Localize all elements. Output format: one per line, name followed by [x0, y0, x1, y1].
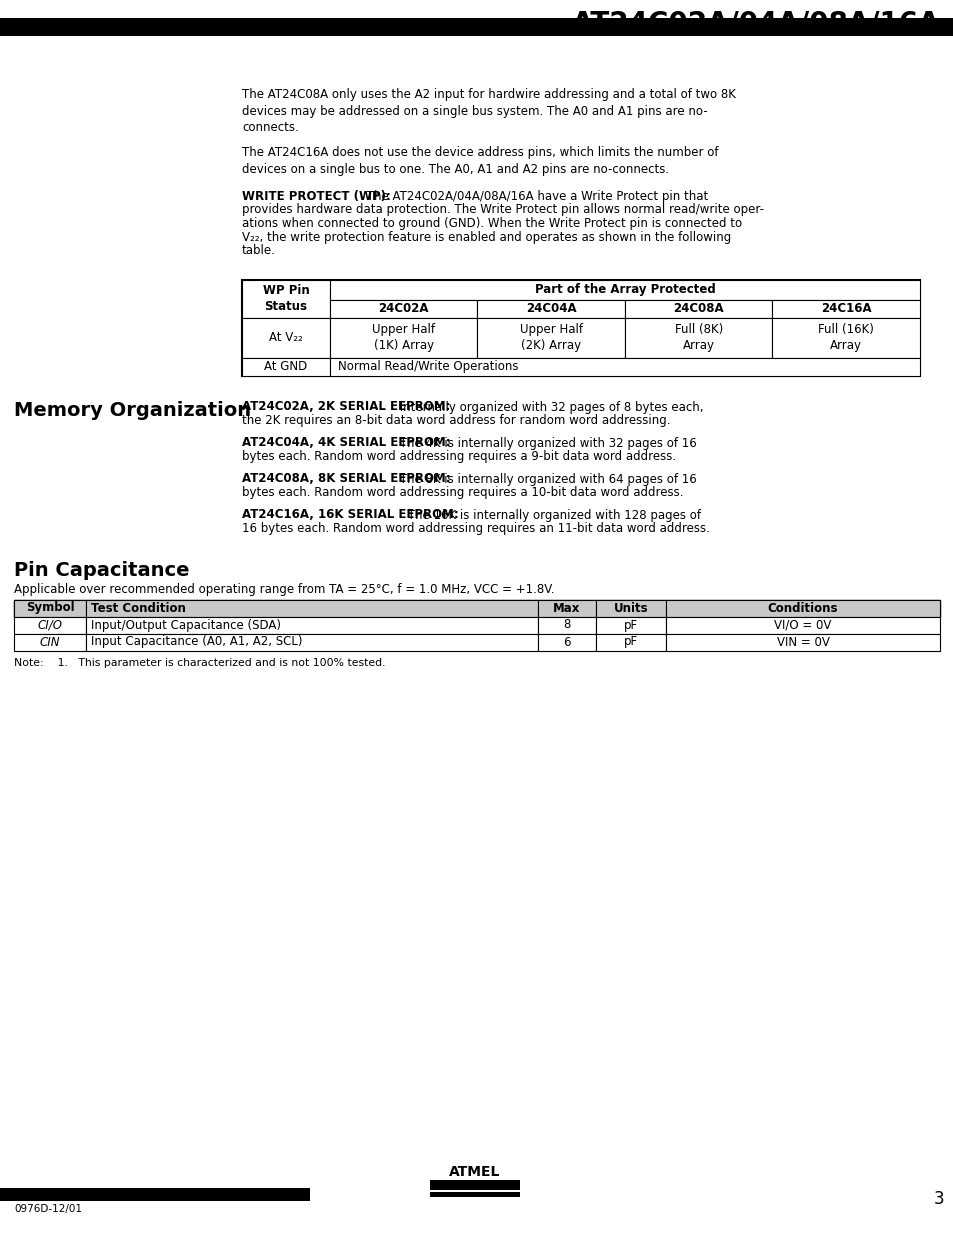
Text: Symbol: Symbol	[26, 601, 74, 615]
Bar	[665, 599, 939, 616]
Text: The 4K is internally organized with 32 pages of 16: The 4K is internally organized with 32 p…	[395, 436, 696, 450]
Text: Input Capacitance (A0, A1, A2, SCL): Input Capacitance (A0, A1, A2, SCL)	[91, 636, 302, 648]
Text: AT24C16A, 16K SERIAL EEPROM:: AT24C16A, 16K SERIAL EEPROM:	[242, 509, 458, 521]
Text: Conditions: Conditions	[767, 601, 838, 615]
Bar	[242, 357, 330, 375]
Text: 24C02A: 24C02A	[378, 303, 429, 315]
Bar	[477, 300, 624, 317]
Bar	[665, 616, 939, 634]
Bar	[14, 616, 86, 634]
Bar	[330, 300, 477, 317]
Text: AT24C02A/04A/08A/16A: AT24C02A/04A/08A/16A	[571, 10, 939, 38]
Text: The 16K is internally organized with 128 pages of: The 16K is internally organized with 128…	[403, 509, 700, 521]
Bar	[0, 1188, 310, 1200]
Text: The AT24C08A only uses the A2 input for hardwire addressing and a total of two 8: The AT24C08A only uses the A2 input for …	[242, 88, 735, 135]
Bar	[596, 616, 665, 634]
Text: At V₂₂: At V₂₂	[269, 331, 302, 345]
Text: Test Condition: Test Condition	[91, 601, 186, 615]
Bar	[330, 357, 919, 375]
Text: 8: 8	[562, 619, 570, 631]
Text: pF: pF	[623, 636, 638, 648]
Bar	[624, 317, 772, 357]
Text: Memory Organization: Memory Organization	[14, 400, 251, 420]
Text: The AT24C02A/04A/08A/16A have a Write Protect pin that: The AT24C02A/04A/08A/16A have a Write Pr…	[363, 190, 707, 203]
Bar	[430, 1179, 519, 1191]
Bar	[330, 317, 477, 357]
Bar	[86, 634, 537, 651]
Text: 24C08A: 24C08A	[673, 303, 723, 315]
Bar	[537, 634, 596, 651]
Text: V₂₂, the write protection feature is enabled and operates as shown in the follow: V₂₂, the write protection feature is ena…	[242, 231, 731, 243]
Bar	[624, 300, 772, 317]
Text: CI/O: CI/O	[37, 619, 63, 631]
Text: WRITE PROTECT (WP):: WRITE PROTECT (WP):	[242, 190, 391, 203]
Text: 0976D-12/01: 0976D-12/01	[14, 1204, 82, 1214]
Bar	[14, 599, 939, 616]
Bar	[86, 599, 537, 616]
Text: The 8K is internally organized with 64 pages of 16: The 8K is internally organized with 64 p…	[395, 473, 696, 485]
Bar	[537, 616, 596, 634]
Text: Full (8K)
Array: Full (8K) Array	[674, 322, 722, 352]
Text: Applicable over recommended operating range from TA = 25°C, f = 1.0 MHz, VCC = +: Applicable over recommended operating ra…	[14, 583, 554, 595]
Text: 3: 3	[933, 1191, 943, 1208]
Text: WP Pin
Status: WP Pin Status	[262, 284, 309, 312]
Text: AT24C04A, 4K SERIAL EEPROM:: AT24C04A, 4K SERIAL EEPROM:	[242, 436, 450, 450]
Bar	[330, 279, 919, 300]
Bar	[242, 279, 919, 375]
Bar	[242, 279, 330, 317]
Text: bytes each. Random word addressing requires a 9-bit data word address.: bytes each. Random word addressing requi…	[242, 450, 676, 463]
Text: Part of the Array Protected: Part of the Array Protected	[534, 283, 715, 296]
Text: 6: 6	[562, 636, 570, 648]
Text: Normal Read/Write Operations: Normal Read/Write Operations	[337, 359, 518, 373]
Bar	[596, 599, 665, 616]
Bar	[14, 634, 86, 651]
Text: CIN: CIN	[40, 636, 60, 648]
Bar	[772, 317, 919, 357]
Text: Note:    1.   This parameter is characterized and is not 100% tested.: Note: 1. This parameter is characterized…	[14, 657, 385, 667]
Text: Pin Capacitance: Pin Capacitance	[14, 561, 190, 579]
Text: VI/O = 0V: VI/O = 0V	[774, 619, 831, 631]
Bar	[772, 300, 919, 317]
Text: 16 bytes each. Random word addressing requires an 11-bit data word address.: 16 bytes each. Random word addressing re…	[242, 522, 709, 535]
Bar	[430, 1192, 519, 1197]
Bar	[0, 19, 953, 36]
Text: Upper Half
(1K) Array: Upper Half (1K) Array	[372, 322, 435, 352]
Bar	[14, 599, 86, 616]
Bar	[596, 634, 665, 651]
Text: ATMEL: ATMEL	[449, 1165, 500, 1179]
Text: Full (16K)
Array: Full (16K) Array	[818, 322, 873, 352]
Bar	[86, 616, 537, 634]
Text: Units: Units	[613, 601, 648, 615]
Text: Max: Max	[553, 601, 580, 615]
Bar	[242, 317, 330, 357]
Text: 24C04A: 24C04A	[525, 303, 576, 315]
Text: 24C16A: 24C16A	[821, 303, 871, 315]
Text: Internally organized with 32 pages of 8 bytes each,: Internally organized with 32 pages of 8 …	[395, 400, 702, 414]
Text: provides hardware data protection. The Write Protect pin allows normal read/writ: provides hardware data protection. The W…	[242, 204, 763, 216]
Text: Upper Half
(2K) Array: Upper Half (2K) Array	[519, 322, 582, 352]
Text: VIN = 0V: VIN = 0V	[776, 636, 828, 648]
Text: The AT24C16A does not use the device address pins, which limits the number of
de: The AT24C16A does not use the device add…	[242, 146, 718, 175]
Text: AT24C02A, 2K SERIAL EEPROM:: AT24C02A, 2K SERIAL EEPROM:	[242, 400, 450, 414]
Text: At GND: At GND	[264, 359, 307, 373]
Text: ations when connected to ground (GND). When the Write Protect pin is connected t: ations when connected to ground (GND). W…	[242, 217, 741, 230]
Bar	[477, 317, 624, 357]
Text: Input/Output Capacitance (SDA): Input/Output Capacitance (SDA)	[91, 619, 281, 631]
Bar	[537, 599, 596, 616]
Text: the 2K requires an 8-bit data word address for random word addressing.: the 2K requires an 8-bit data word addre…	[242, 414, 670, 427]
Text: AT24C08A, 8K SERIAL EEPROM:: AT24C08A, 8K SERIAL EEPROM:	[242, 473, 450, 485]
Bar	[665, 634, 939, 651]
Text: bytes each. Random word addressing requires a 10-bit data word address.: bytes each. Random word addressing requi…	[242, 487, 682, 499]
Text: pF: pF	[623, 619, 638, 631]
Text: table.: table.	[242, 245, 275, 257]
